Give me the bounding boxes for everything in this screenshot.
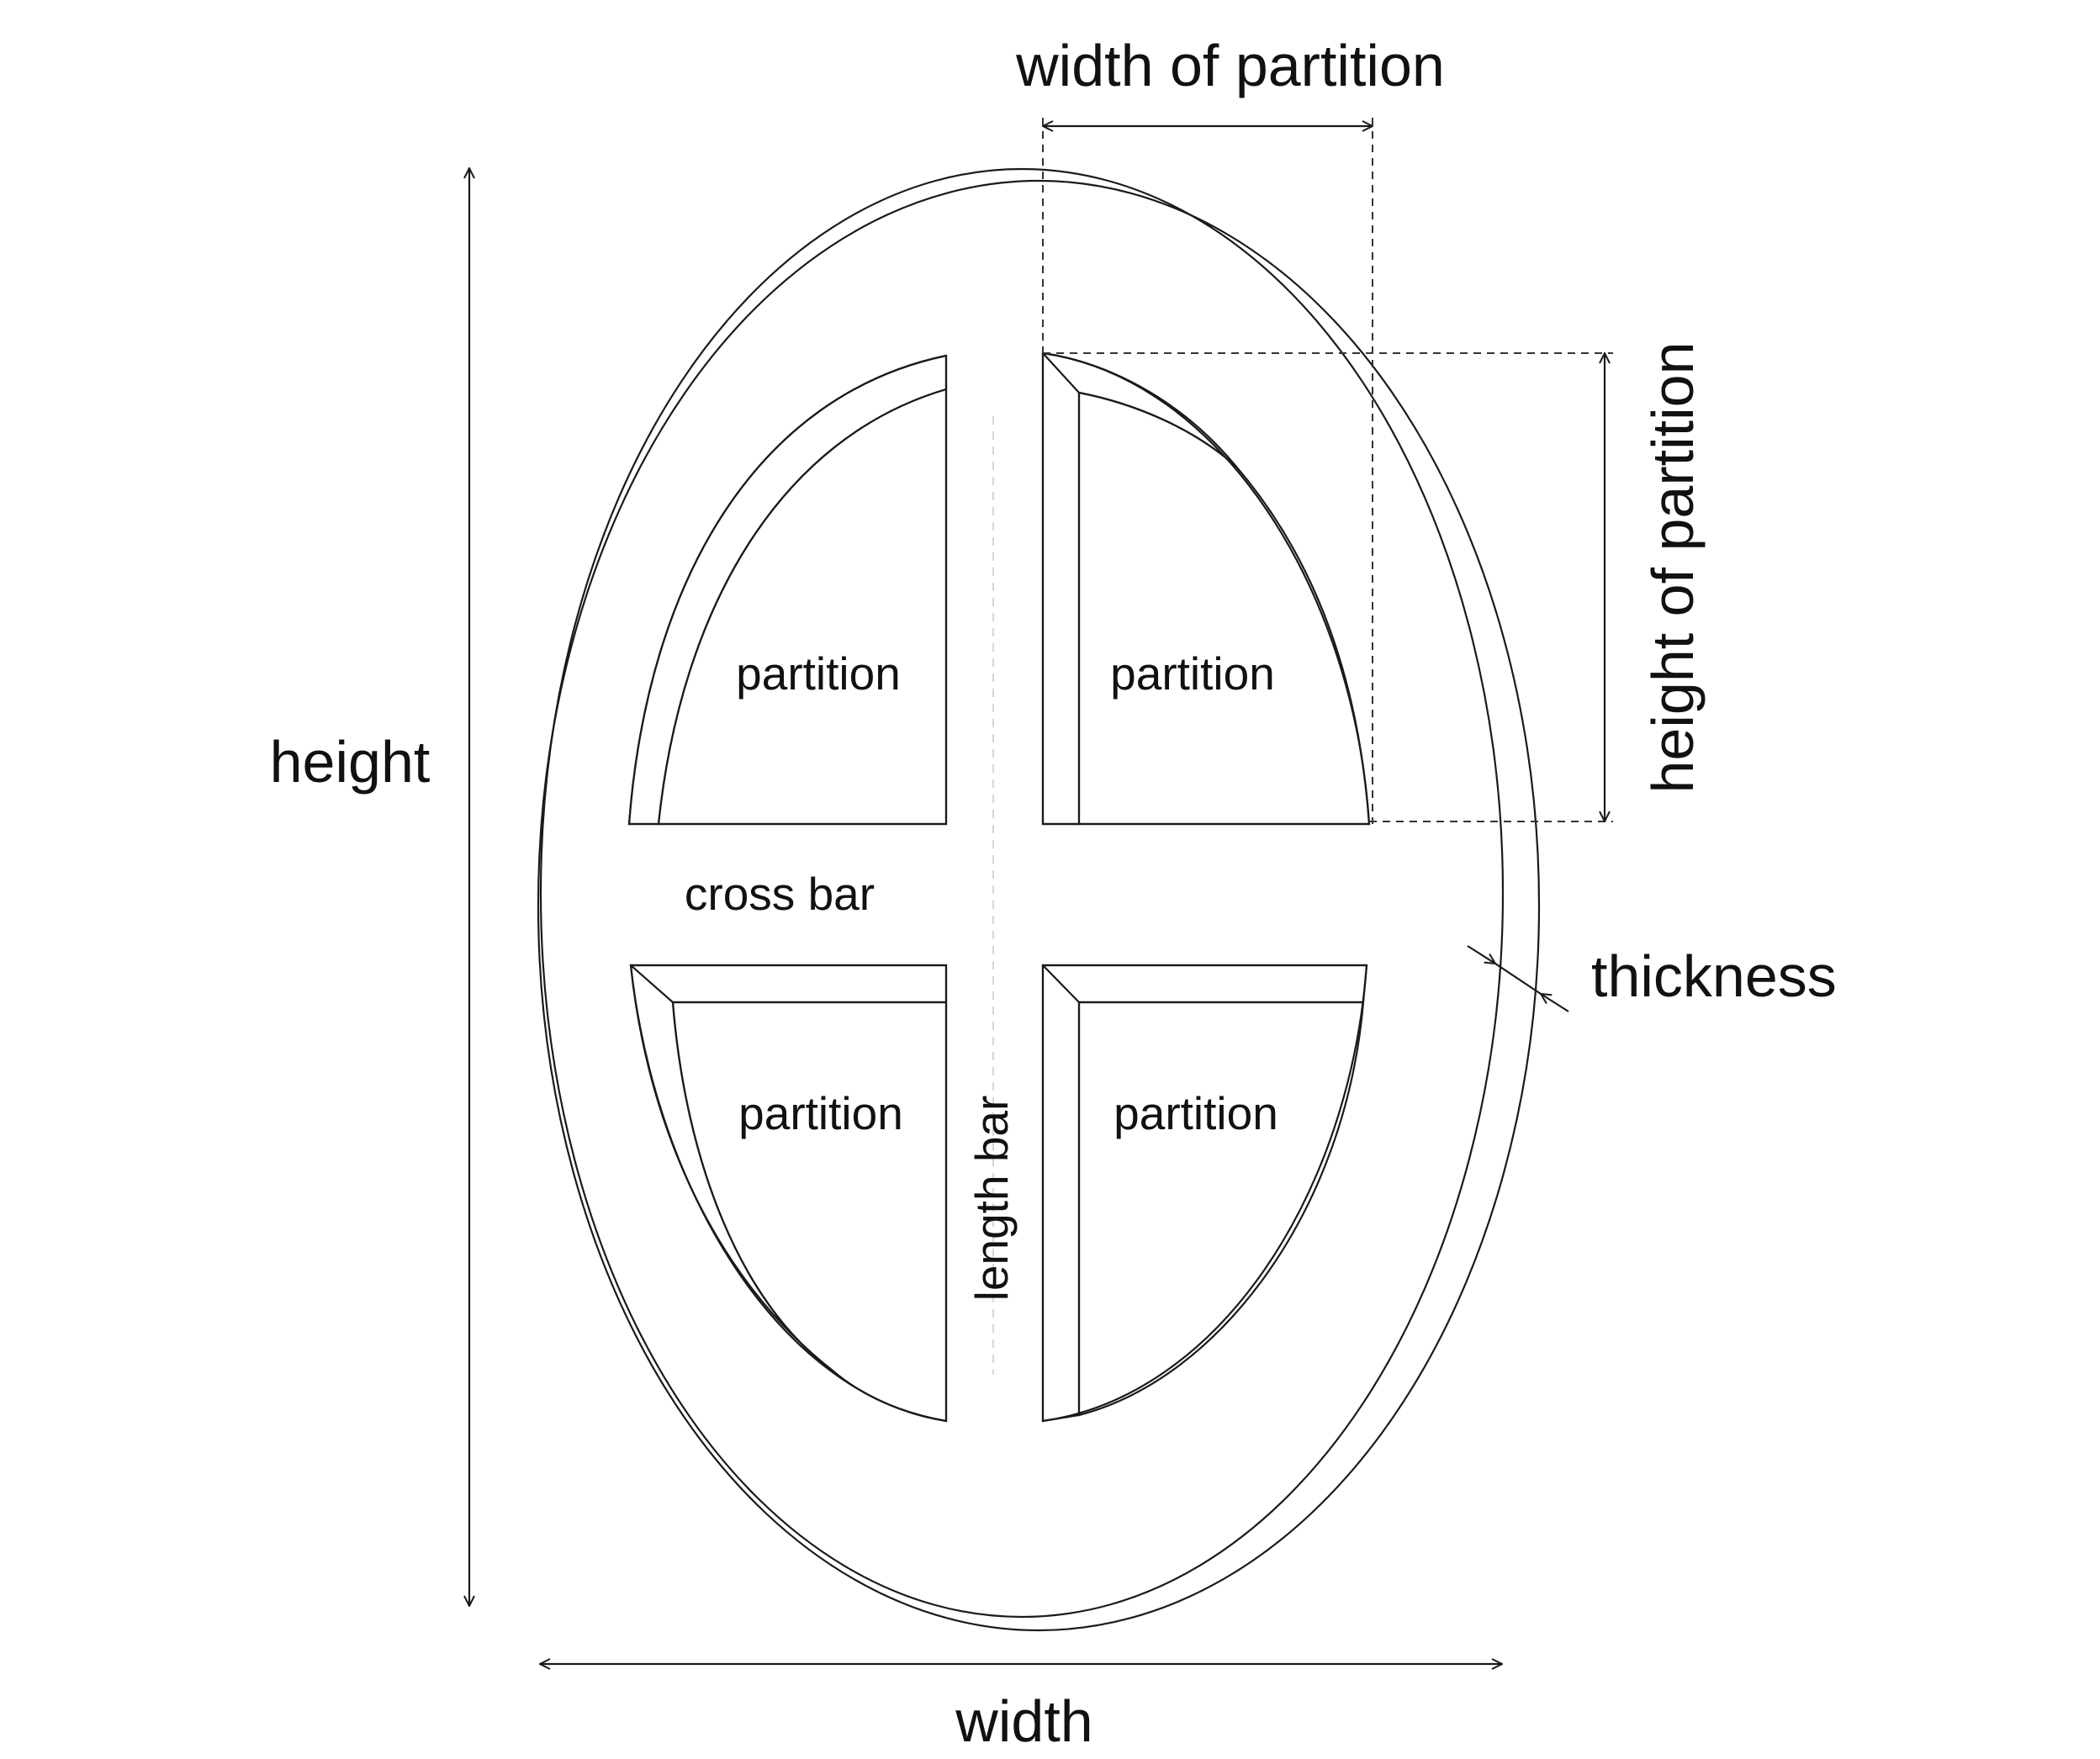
width-of-partition-dimension: width of partition: [1015, 33, 1445, 824]
partition-bottom-left-miter: [630, 964, 674, 1003]
height-label: height: [270, 729, 431, 795]
width-of-partition-label: width of partition: [1015, 33, 1445, 98]
partition-top-left-opening: [657, 388, 948, 826]
partition-top-right-outline: [1041, 351, 1371, 826]
partition-top-left: [627, 354, 948, 826]
thickness-arrow-outer: [1467, 945, 1495, 964]
partition-bottom-right-bevel: [1041, 964, 1368, 1423]
thickness-dimension: thickness: [1467, 943, 1837, 1012]
partition-bottom-left-opening: [671, 1001, 948, 1423]
partition-label-bottom-left: partition: [738, 1087, 903, 1139]
thickness-arrow-inner: [1541, 994, 1569, 1012]
height-of-partition-label: height of partition: [1640, 341, 1706, 793]
height-dimension: height: [270, 168, 469, 1606]
width-dimension: width: [540, 1664, 1502, 1754]
outer-frame-back-edge: [537, 179, 1541, 1632]
partition-label-bottom-right: partition: [1113, 1087, 1278, 1139]
partition-top-left-outline: [627, 354, 948, 826]
partition-bottom-left-bevel: [629, 964, 948, 1371]
partition-label-top-left: partition: [736, 647, 901, 700]
partition-bottom-right-opening: [1077, 1001, 1365, 1417]
partition-bottom-left-outline: [629, 964, 948, 1423]
partition-top-right-opening: [1077, 391, 1371, 826]
cross-bar-label: cross bar: [685, 868, 875, 920]
partition-top-left-bevel: [627, 354, 948, 826]
outer-frame-front-edge: [539, 167, 1505, 1619]
partition-bottom-right-outline: [1041, 964, 1368, 1423]
partition-bottom-right: [1041, 964, 1368, 1423]
partition-top-right: [1041, 351, 1371, 826]
partition-top-right-miter: [1042, 352, 1080, 394]
length-bar-label: length bar: [965, 1096, 1018, 1302]
width-label: width: [955, 1688, 1092, 1754]
partition-label-top-right: partition: [1110, 647, 1275, 700]
partition-bottom-right-miter: [1042, 964, 1080, 1003]
thickness-leader: [1494, 963, 1542, 995]
height-of-partition-dimension: height of partition: [1043, 341, 1706, 822]
outer-frame: [537, 167, 1541, 1632]
partition-top-right-bevel: [1041, 351, 1237, 826]
thickness-label: thickness: [1591, 943, 1837, 1009]
partition-bottom-left: [629, 964, 948, 1423]
